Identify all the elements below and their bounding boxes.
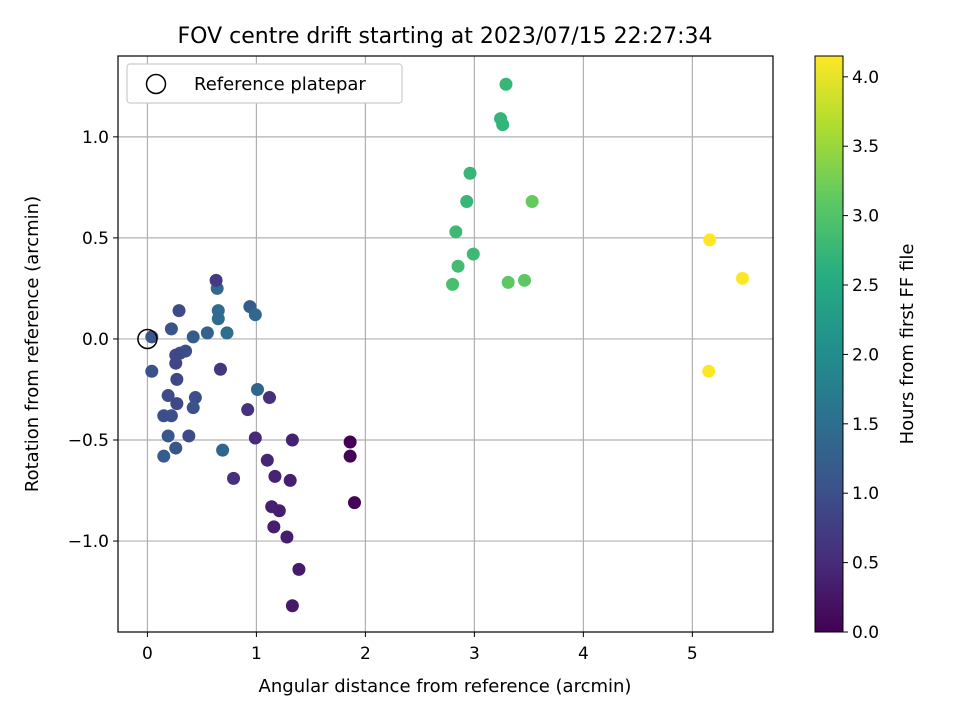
- data-point: [241, 403, 255, 417]
- data-point: [463, 166, 477, 180]
- data-point: [170, 372, 184, 386]
- colorbar-tick-label: 4.0: [852, 68, 879, 88]
- colorbar-tick-label: 0.0: [852, 623, 879, 643]
- x-tick-label: 4: [578, 644, 589, 664]
- data-point: [292, 562, 306, 576]
- data-point: [496, 118, 510, 132]
- data-point: [164, 409, 178, 423]
- data-point: [343, 449, 357, 463]
- data-point: [157, 449, 171, 463]
- legend: Reference platepar: [126, 63, 403, 104]
- data-point: [268, 469, 282, 483]
- data-point: [211, 304, 225, 318]
- data-point: [285, 599, 299, 613]
- y-tick-label: 0.5: [82, 229, 109, 249]
- data-point: [347, 496, 361, 510]
- grid-lines: [118, 56, 773, 632]
- data-point: [283, 473, 297, 487]
- data-point: [343, 435, 357, 449]
- colorbar-tick-label: 2.0: [852, 345, 879, 365]
- data-point: [145, 364, 159, 378]
- data-point: [702, 364, 716, 378]
- data-point: [267, 520, 281, 534]
- data-point: [186, 330, 200, 344]
- data-point: [182, 429, 196, 443]
- data-point: [280, 530, 294, 544]
- x-tick-label: 1: [251, 644, 262, 664]
- data-point: [265, 500, 279, 514]
- data-point: [216, 443, 230, 457]
- colorbar-tick-label: 2.5: [852, 276, 879, 296]
- reference-marker-layer: [137, 328, 158, 350]
- colorbar-tick-label: 0.5: [852, 554, 879, 574]
- colorbar-tick-label: 3.5: [852, 137, 879, 157]
- x-tick-label: 5: [687, 644, 698, 664]
- y-axis-label: Rotation from reference (arcmin): [22, 196, 43, 492]
- y-tick-label: 1.0: [82, 128, 109, 148]
- chart-title: FOV centre drift starting at 2023/07/15 …: [178, 24, 713, 49]
- y-tick-label: −1.0: [68, 532, 109, 552]
- reference-point: [137, 328, 158, 350]
- data-point: [466, 247, 480, 261]
- x-tick-label: 2: [360, 644, 371, 664]
- colorbar-label: Hours from first FF file: [897, 244, 918, 445]
- data-point: [262, 391, 276, 405]
- plot-frame: [117, 55, 774, 633]
- data-point: [451, 259, 465, 273]
- x-tick-label: 0: [142, 644, 153, 664]
- data-point: [251, 382, 265, 396]
- colorbar-tick-label: 1.5: [852, 415, 879, 435]
- data-point: [260, 453, 274, 467]
- data-point: [446, 277, 460, 291]
- data-point: [164, 322, 178, 336]
- y-tick-label: 0.0: [82, 330, 109, 350]
- data-point: [248, 308, 262, 322]
- data-point: [703, 233, 717, 247]
- data-point: [188, 391, 202, 405]
- data-point: [169, 441, 183, 455]
- data-point: [460, 195, 474, 209]
- y-tick-label: −0.5: [68, 431, 109, 451]
- data-point: [161, 429, 175, 443]
- data-point: [227, 471, 241, 485]
- colorbar-tick-label: 1.0: [852, 484, 879, 504]
- colorbar-ticks: 0.0 0.5 1.0 1.5 2.0 2.5 3.0 3.5 4.0: [843, 68, 879, 643]
- data-point: [449, 225, 463, 239]
- data-point: [186, 401, 200, 415]
- legend-open-circle-icon: [145, 73, 167, 95]
- y-axis-ticks: −1.0 −0.5 0.0 0.5 1.0: [68, 128, 118, 552]
- data-point: [285, 433, 299, 447]
- colorbar: [814, 55, 844, 633]
- x-tick-label: 3: [469, 644, 480, 664]
- data-point: [518, 273, 532, 287]
- data-point: [172, 304, 186, 318]
- data-point: [525, 195, 539, 209]
- data-point: [170, 397, 184, 411]
- data-point: [200, 326, 214, 340]
- legend-entry-label: Reference platepar: [194, 74, 366, 95]
- colorbar-tick-label: 3.0: [852, 207, 879, 227]
- data-point: [499, 77, 513, 91]
- legend-box: [126, 63, 403, 104]
- data-point: [161, 389, 175, 403]
- data-point: [501, 275, 515, 289]
- data-point: [735, 271, 749, 285]
- data-point: [169, 356, 183, 370]
- data-point: [209, 273, 223, 287]
- data-point: [248, 431, 262, 445]
- data-points: [145, 77, 749, 613]
- x-axis-ticks: 0 1 2 3 4 5: [142, 632, 698, 664]
- data-point: [220, 326, 234, 340]
- x-axis-label: Angular distance from reference (arcmin): [259, 676, 632, 697]
- data-point: [213, 362, 227, 376]
